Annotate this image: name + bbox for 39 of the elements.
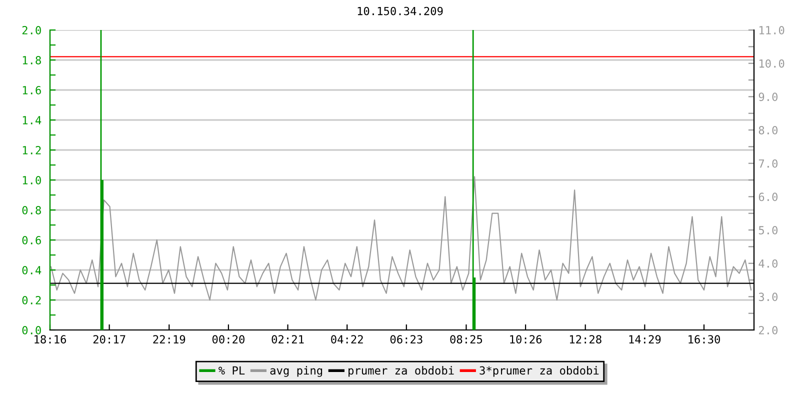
x-tick-label: 00:20 [212, 335, 244, 344]
legend-label: 3*prumer za obdobi [480, 366, 599, 377]
x-tick-label: 06:23 [390, 335, 422, 344]
x-tick-label: 14:29 [629, 335, 661, 344]
chart-title: 10.150.34.209 [358, 6, 443, 16]
y-tick-label: 0.2 [22, 296, 41, 304]
y2-tick-label: 4.0 [758, 259, 778, 268]
legend-label: avg ping [270, 366, 322, 377]
x-tick-label: 18:16 [34, 335, 66, 344]
y2-tick-label: 9.0 [758, 92, 778, 102]
legend-label: prumer za obdobi [348, 366, 454, 377]
y2-tick-label: 11.0 [760, 26, 784, 34]
y2-tick-label: 5.0 [758, 226, 778, 234]
x-tick-label: 12:28 [570, 335, 602, 344]
y-tick-label: 0.6 [22, 236, 41, 244]
y2-tick-label: 7.0 [758, 159, 778, 168]
y-tick-label: 1.0 [22, 176, 41, 184]
y-tick-label: 0.8 [22, 206, 41, 214]
y2-tick-label: 2.0 [758, 326, 778, 334]
x-tick-label: 08:25 [450, 335, 482, 344]
x-tick-label: 04:22 [331, 335, 363, 344]
x-tick-label: 22:19 [153, 335, 186, 344]
y-tick-label: 1.4 [22, 116, 42, 124]
y-tick-label: 2.0 [22, 26, 41, 34]
x-tick-label: 02:21 [272, 335, 304, 344]
y-tick-label: 1.6 [22, 86, 41, 94]
x-tick-label: 20:17 [93, 335, 126, 344]
x-tick-label: 16:30 [688, 335, 720, 344]
y2-tick-label: 8.0 [758, 126, 778, 134]
y2-tick-label: 10.0 [760, 59, 784, 68]
y-tick-label: 0.4 [22, 266, 42, 274]
y2-tick-label: 3.0 [758, 292, 778, 302]
y2-tick-label: 6.0 [758, 192, 778, 202]
y-tick-label: 1.2 [22, 146, 41, 154]
x-tick-label: 10:26 [510, 335, 542, 344]
y-tick-label: 1.8 [22, 56, 41, 64]
line-series [50, 176, 752, 301]
y-tick-label: 0.0 [22, 326, 41, 334]
legend-label: % PL [218, 366, 245, 374]
